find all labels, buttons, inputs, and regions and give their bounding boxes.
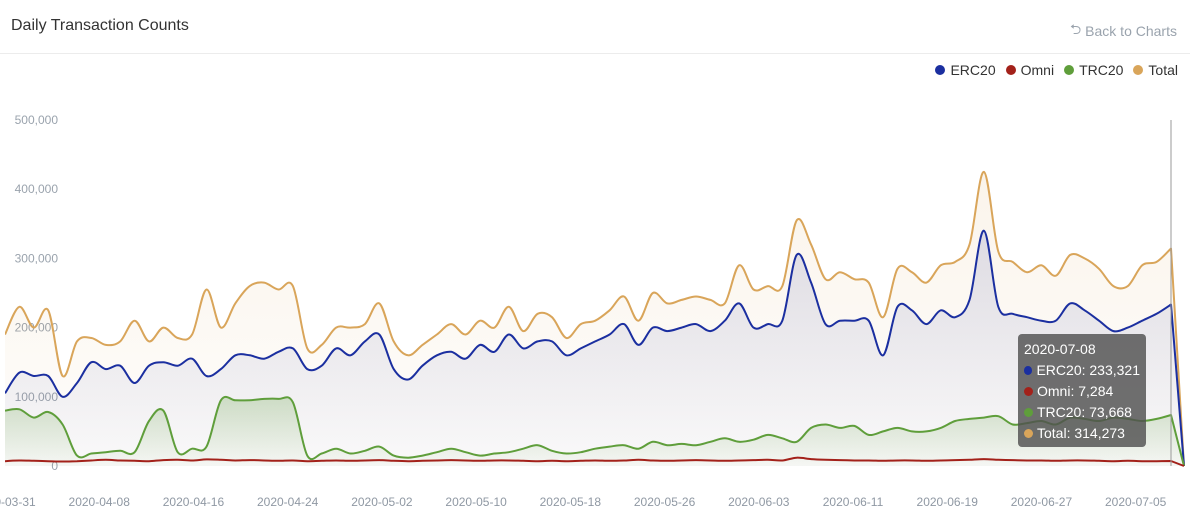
legend-item-erc20[interactable]: ERC20 — [935, 62, 996, 78]
tooltip-value-total: Total: 314,273 — [1037, 425, 1125, 441]
tooltip-value-trc20: TRC20: 73,668 — [1037, 404, 1132, 420]
legend-label-erc20: ERC20 — [950, 62, 996, 78]
legend-dot-erc20 — [935, 65, 946, 75]
y-tick-label: 300,000 — [15, 251, 59, 265]
x-tick-label: 2020-04-16 — [163, 495, 225, 509]
x-tick-label: 2020-05-02 — [351, 495, 413, 509]
y-tick-label: 400,000 — [15, 182, 59, 196]
series-line-erc20[interactable] — [5, 229, 1185, 467]
x-tick-label: 2020-06-19 — [917, 495, 979, 509]
legend-item-trc20[interactable]: TRC20 — [1064, 62, 1123, 78]
legend-item-total[interactable]: Total — [1133, 62, 1178, 78]
series-line-omni[interactable] — [5, 456, 1185, 467]
chart-legend: ERC20 Omni TRC20 Total — [935, 62, 1178, 78]
x-tick-label: 2020-05-10 — [445, 495, 507, 509]
legend-dot-total — [1133, 65, 1144, 75]
x-tick-label: 2020-04-08 — [69, 495, 131, 509]
tooltip-row-total: Total: 314,273 — [1024, 423, 1140, 444]
x-tick-label: 2020-06-11 — [823, 495, 884, 509]
x-tick-label: 2020-06-03 — [728, 495, 790, 509]
x-tick-label: 2020-03-31 — [0, 495, 36, 509]
legend-item-omni[interactable]: Omni — [1005, 62, 1055, 78]
tooltip-dot-omni — [1024, 387, 1033, 396]
back-to-charts-label: Back to Charts — [1085, 23, 1177, 39]
tooltip-date: 2020-07-08 — [1024, 341, 1096, 357]
legend-label-omni: Omni — [1020, 62, 1055, 78]
hover-tooltip: 2020-07-08 ERC20: 233,321 Omni: 7,284 TR… — [1018, 334, 1146, 447]
legend-dot-trc20 — [1064, 65, 1075, 75]
tooltip-row-erc20: ERC20: 233,321 — [1024, 360, 1140, 381]
tooltip-value-omni: Omni: 7,284 — [1037, 383, 1114, 399]
chart-header: Daily Transaction Counts ⮌ Back to Chart… — [0, 0, 1190, 54]
area-trc20 — [5, 396, 1184, 466]
back-to-charts-button[interactable]: ⮌ Back to Charts — [1070, 19, 1177, 43]
undo-arrow-icon: ⮌ — [1069, 21, 1082, 37]
series-line-total[interactable] — [5, 170, 1185, 467]
tooltip-dot-erc20 — [1024, 366, 1033, 375]
legend-label-total: Total — [1148, 62, 1178, 78]
tooltip-dot-total — [1024, 429, 1033, 438]
x-tick-label: 2020-04-24 — [257, 495, 319, 509]
x-tick-label: 2020-07-05 — [1105, 495, 1167, 509]
x-tick-label: 2020-05-18 — [540, 495, 602, 509]
tooltip-value-erc20: ERC20: 233,321 — [1036, 362, 1140, 378]
tooltip-row-omni: Omni: 7,284 — [1024, 381, 1140, 402]
x-tick-label: 2020-06-27 — [1011, 495, 1073, 509]
legend-dot-omni — [1005, 65, 1016, 75]
tooltip-row-trc20: TRC20: 73,668 — [1024, 402, 1140, 423]
area-erc20 — [5, 230, 1184, 466]
y-tick-label: 500,000 — [15, 113, 59, 127]
series-line-trc20[interactable] — [5, 395, 1185, 467]
tooltip-dot-trc20 — [1024, 408, 1033, 417]
x-tick-label: 2020-05-26 — [634, 495, 696, 509]
legend-label-trc20: TRC20 — [1079, 62, 1124, 78]
page-title: Daily Transaction Counts — [11, 17, 189, 34]
